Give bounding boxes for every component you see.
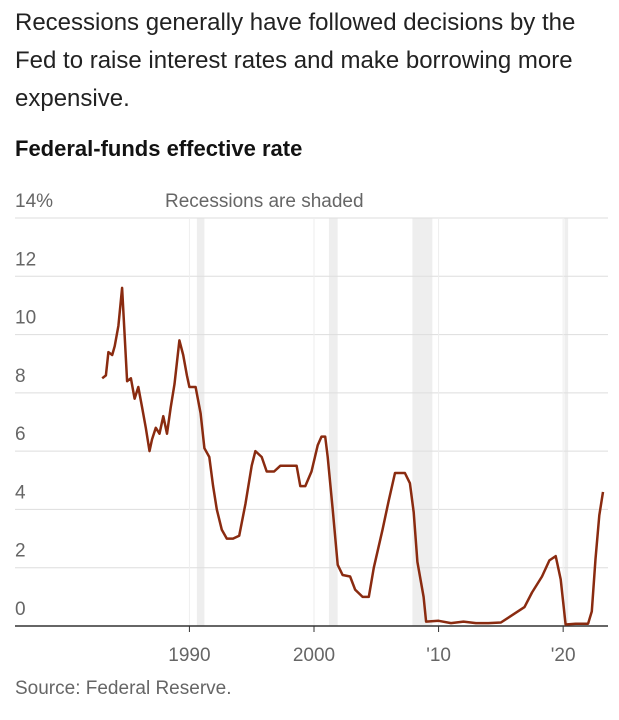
y-tick-label: 6	[15, 424, 26, 445]
rate-line	[101, 286, 605, 626]
annotation: Recessions are shaded	[165, 191, 364, 212]
y-tick-label: 0	[15, 599, 26, 620]
y-tick-label: 8	[15, 366, 26, 387]
recession-band	[328, 218, 338, 626]
recession-band	[564, 218, 569, 626]
source: Source: Federal Reserve.	[15, 678, 232, 699]
chart-title: Federal-funds effective rate	[15, 136, 303, 161]
x-tick-label: '20	[551, 645, 576, 666]
x-tick-label: 1990	[168, 645, 210, 666]
y-tick-label: 4	[15, 482, 26, 503]
recession-band	[412, 218, 433, 626]
y-tick-label: 14%	[15, 191, 53, 212]
x-tick-label: 2000	[293, 645, 335, 666]
y-tick-label: 12	[15, 249, 36, 270]
subtitle: Recessions generally have followed decis…	[15, 9, 576, 112]
y-tick-label: 10	[15, 308, 36, 329]
x-tick-label: '10	[426, 645, 451, 666]
y-tick-label: 2	[15, 541, 26, 562]
